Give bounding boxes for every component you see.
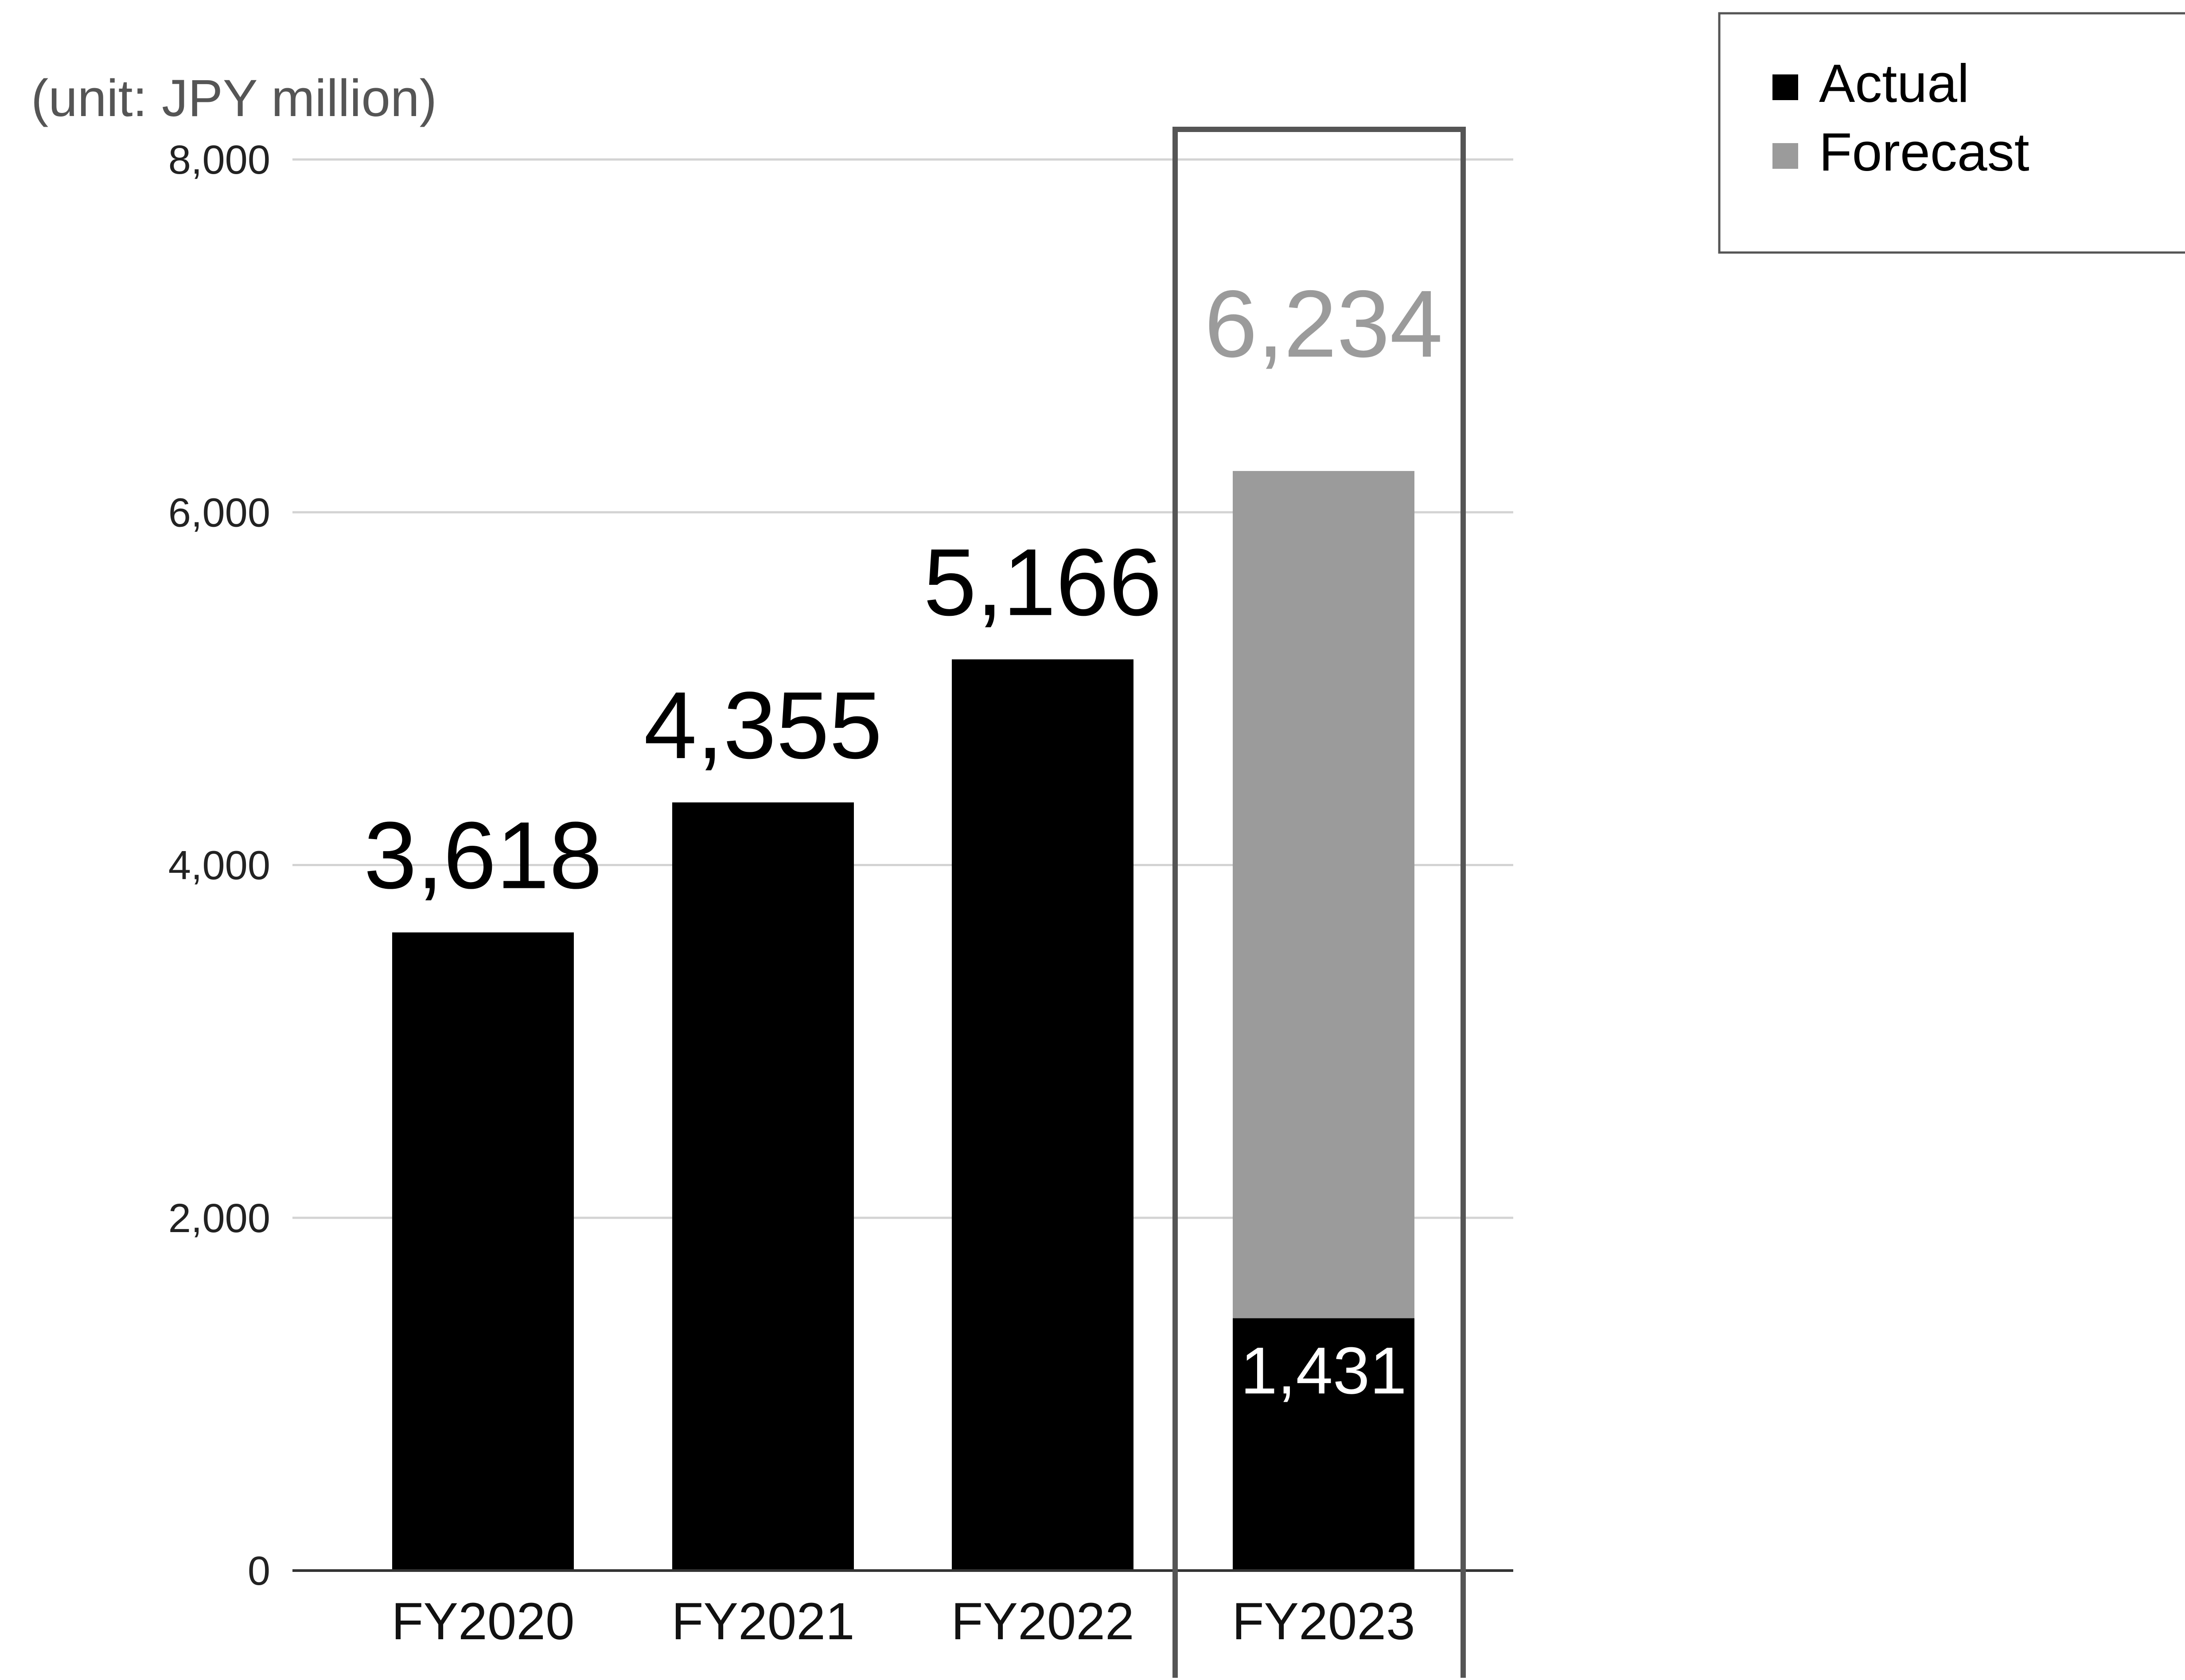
y-tick-label: 4,000 <box>168 843 270 888</box>
x-tick-label: FY2022 <box>951 1592 1134 1651</box>
x-tick-label: FY2021 <box>671 1592 854 1651</box>
x-tick-label: FY2020 <box>391 1592 574 1651</box>
legend: Actual Forecast <box>1718 12 2185 254</box>
data-label-fy2022: 5,166 <box>923 529 1162 635</box>
data-label-fy2023: 6,234 <box>1204 270 1443 377</box>
y-tick-label: 8,000 <box>168 137 270 183</box>
bar-forecast-fy2023 <box>1233 471 1414 1318</box>
bar-actual-fy2022 <box>952 659 1133 1571</box>
y-tick-label: 0 <box>248 1548 270 1594</box>
unit-note: (unit: JPY million) <box>31 69 437 128</box>
axes: 0 2,000 4,000 6,000 8,000 (unit: JPY million)… <box>31 69 1513 1680</box>
data-label-fy2021: 4,355 <box>644 672 882 778</box>
legend-swatch-forecast <box>1772 143 1798 169</box>
data-labels: 3,618 4,355 5,166 6,234 1,431 <box>364 270 1443 1408</box>
inner-label-fy2023: 1,431 <box>1240 1333 1406 1408</box>
bar-actual-fy2020 <box>392 932 574 1571</box>
y-tick-label: 6,000 <box>168 490 270 535</box>
data-label-fy2020: 3,618 <box>364 802 602 909</box>
legend-label-actual: Actual <box>1819 53 1969 113</box>
highlight-box-fy2023 <box>1172 127 1466 1680</box>
bar-actual-fy2021 <box>672 802 854 1571</box>
bars <box>392 471 1414 1571</box>
bar-actual-fy2023 <box>1233 1318 1414 1571</box>
legend-swatch-actual <box>1772 74 1798 100</box>
legend-label-forecast: Forecast <box>1819 122 2029 182</box>
y-tick-label: 2,000 <box>168 1196 270 1241</box>
x-tick-label: FY2023 <box>1232 1592 1415 1651</box>
legend-box <box>1718 12 2185 254</box>
